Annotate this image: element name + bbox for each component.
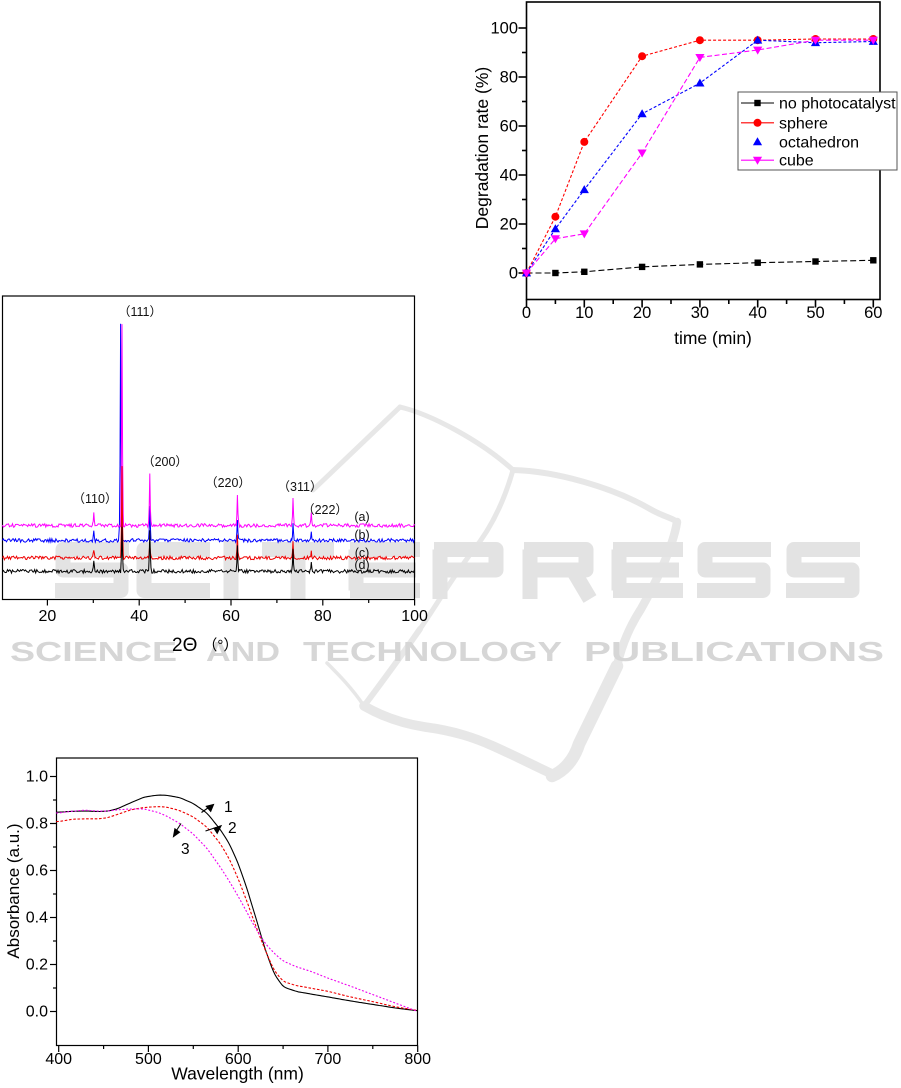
svg-text:400: 400: [45, 1051, 72, 1068]
svg-text:Absorbance (a.u.): Absorbance (a.u.): [4, 823, 23, 958]
svg-text:0.4: 0.4: [26, 910, 48, 927]
svg-text:80: 80: [500, 69, 518, 87]
svg-text:（200）: （200）: [142, 455, 188, 469]
svg-text:TECHNOLOGY: TECHNOLOGY: [303, 636, 562, 667]
svg-text:Degradation rate (%): Degradation rate (%): [472, 67, 492, 229]
svg-text:(d): (d): [354, 558, 369, 572]
svg-text:(c): (c): [355, 546, 370, 560]
svg-text:20: 20: [500, 216, 518, 234]
svg-text:1: 1: [224, 799, 233, 816]
svg-text:(a): (a): [354, 510, 369, 524]
svg-text:SCIENCE: SCIENCE: [10, 636, 177, 667]
svg-text:700: 700: [315, 1051, 342, 1068]
svg-text:40: 40: [500, 167, 518, 185]
svg-text:100: 100: [401, 608, 428, 625]
svg-text:cube: cube: [779, 153, 814, 170]
svg-text:60: 60: [222, 608, 240, 625]
svg-text:20: 20: [39, 608, 57, 625]
svg-text:100: 100: [490, 20, 518, 38]
svg-text:50: 50: [806, 304, 824, 322]
svg-text:80: 80: [314, 608, 332, 625]
svg-text:2: 2: [228, 820, 237, 837]
svg-text:（111）: （111）: [118, 305, 162, 319]
svg-text:Wavelength (nm): Wavelength (nm): [171, 1064, 304, 1084]
svg-text:no photocatalyst: no photocatalyst: [779, 96, 896, 113]
svg-text:60: 60: [500, 118, 518, 136]
svg-text:(b): (b): [354, 528, 369, 542]
svg-text:time (min): time (min): [674, 328, 752, 348]
svg-text:30: 30: [691, 304, 709, 322]
svg-text:（110）: （110）: [73, 492, 118, 506]
svg-text:0: 0: [522, 304, 531, 322]
svg-text:2Θ（°）: 2Θ （°）: [172, 635, 238, 656]
svg-text:600: 600: [225, 1051, 252, 1068]
svg-text:40: 40: [749, 304, 767, 322]
svg-text:60: 60: [864, 304, 882, 322]
svg-text:0.2: 0.2: [26, 957, 48, 974]
svg-text:3: 3: [181, 841, 190, 858]
svg-text:PUBLICATIONS: PUBLICATIONS: [584, 636, 884, 667]
svg-text:（311）: （311）: [278, 480, 323, 494]
svg-text:500: 500: [135, 1051, 162, 1068]
svg-text:（222）: （222）: [302, 503, 348, 517]
svg-text:0.0: 0.0: [26, 1004, 48, 1021]
svg-text:AND: AND: [206, 636, 280, 667]
svg-text:40: 40: [130, 608, 148, 625]
svg-text:0.6: 0.6: [26, 863, 48, 880]
svg-text:1.0: 1.0: [26, 769, 48, 786]
svg-text:10: 10: [575, 304, 593, 322]
svg-text:octahedron: octahedron: [779, 134, 859, 151]
svg-text:（220）: （220）: [205, 476, 251, 490]
svg-text:800: 800: [404, 1051, 431, 1068]
svg-text:20: 20: [633, 304, 651, 322]
svg-text:0: 0: [509, 265, 518, 283]
svg-text:0.8: 0.8: [26, 816, 48, 833]
svg-text:sphere: sphere: [779, 115, 828, 132]
